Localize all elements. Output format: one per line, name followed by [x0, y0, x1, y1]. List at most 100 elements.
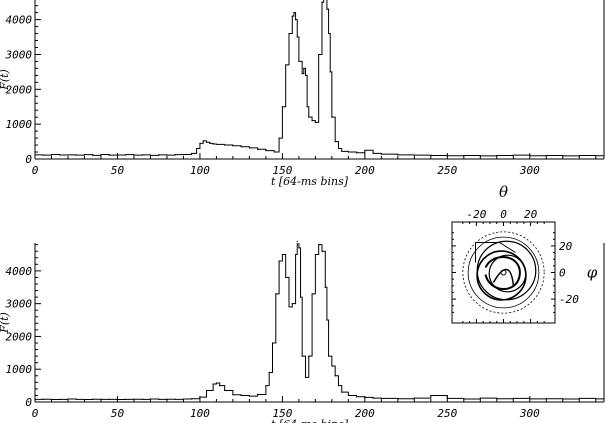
data-point — [285, 64, 287, 66]
data-point — [479, 155, 481, 157]
data-point — [430, 394, 432, 397]
data-point — [133, 398, 135, 400]
data-point — [59, 398, 61, 400]
data-point — [364, 396, 366, 399]
data-point — [265, 385, 267, 387]
data-point — [298, 247, 300, 249]
data-point — [209, 142, 211, 144]
y-tick-label: 2000 — [6, 330, 33, 343]
data-point — [196, 147, 198, 150]
data-point — [75, 154, 77, 156]
data-point — [212, 143, 214, 145]
data-point — [202, 140, 204, 142]
data-point — [92, 154, 94, 156]
data-point — [125, 154, 127, 156]
y-tick-label: 0 — [25, 396, 32, 409]
y-tick-label: 3000 — [5, 48, 33, 61]
data-point — [334, 375, 336, 377]
data-point — [380, 397, 382, 399]
data-point — [166, 154, 168, 156]
data-point — [158, 398, 160, 400]
data-point — [219, 385, 221, 387]
data-point — [34, 398, 36, 400]
x-axis-title: t [64-ms bins] — [271, 418, 349, 423]
data-point — [75, 398, 77, 400]
data-point — [240, 394, 242, 397]
data-point — [174, 154, 176, 156]
data-point — [174, 398, 176, 400]
data-point — [296, 36, 298, 38]
data-point — [100, 153, 102, 156]
data-point — [293, 12, 295, 14]
data-point — [341, 391, 343, 393]
data-point — [271, 342, 274, 344]
data-point — [108, 398, 110, 400]
data-point — [288, 32, 290, 35]
data-point — [318, 244, 320, 246]
x-tick-label: 150 — [272, 407, 292, 420]
data-point — [529, 398, 531, 400]
data-point — [496, 154, 498, 157]
y-tick-label: 4000 — [6, 14, 33, 27]
data-point — [380, 153, 382, 155]
data-point — [273, 151, 275, 153]
data-point — [281, 106, 283, 108]
data-point — [191, 398, 193, 400]
inset-track-loop — [492, 268, 515, 287]
data-point — [327, 355, 330, 357]
inset-ring — [488, 254, 527, 293]
data-point — [248, 147, 251, 149]
data-point — [298, 60, 300, 63]
data-point — [529, 155, 531, 157]
data-point — [224, 144, 226, 146]
data-point — [275, 293, 277, 295]
data-point — [67, 398, 69, 400]
data-point — [141, 154, 143, 156]
data-point — [212, 383, 214, 385]
data-point — [285, 276, 287, 279]
data-point — [59, 154, 61, 156]
data-point — [232, 394, 234, 396]
data-point — [430, 154, 432, 157]
data-point — [318, 53, 320, 56]
data-point — [215, 143, 218, 145]
x-tick-label: 200 — [355, 164, 375, 177]
y-tick-label: 3000 — [5, 298, 33, 311]
data-point — [92, 398, 94, 400]
data-point — [545, 154, 547, 157]
inset-x-tick-label: -20 — [466, 208, 486, 221]
x-tick-label: 50 — [111, 407, 125, 420]
data-point — [291, 15, 293, 17]
data-point — [331, 365, 333, 367]
data-point — [397, 398, 399, 400]
data-point — [364, 149, 366, 151]
data-point — [278, 137, 280, 139]
data-point — [158, 154, 160, 156]
data-point — [116, 154, 119, 156]
data-point — [50, 153, 53, 156]
x-tick-label: 150 — [272, 164, 292, 177]
data-point — [545, 398, 547, 400]
x-tick-label: 100 — [190, 407, 210, 420]
data-point — [321, 250, 323, 252]
data-point — [372, 397, 374, 399]
data-point — [446, 397, 448, 399]
inset-y-tick-label: -20 — [559, 293, 579, 306]
data-point — [232, 145, 234, 147]
x-tick-label: 200 — [355, 407, 375, 420]
x-tick-label: 300 — [519, 407, 540, 420]
data-point — [311, 293, 313, 295]
y-tick-label: 0 — [25, 153, 32, 166]
data-point — [296, 240, 298, 242]
data-point — [306, 106, 308, 108]
data-point — [116, 398, 119, 401]
x-tick-label: 250 — [437, 164, 457, 177]
data-point — [215, 382, 218, 384]
data-point — [311, 120, 313, 122]
inset-phi-label: φ — [587, 264, 598, 282]
inset-y-tick-label: 0 — [559, 267, 566, 280]
data-point — [463, 398, 465, 400]
data-point — [337, 147, 340, 150]
